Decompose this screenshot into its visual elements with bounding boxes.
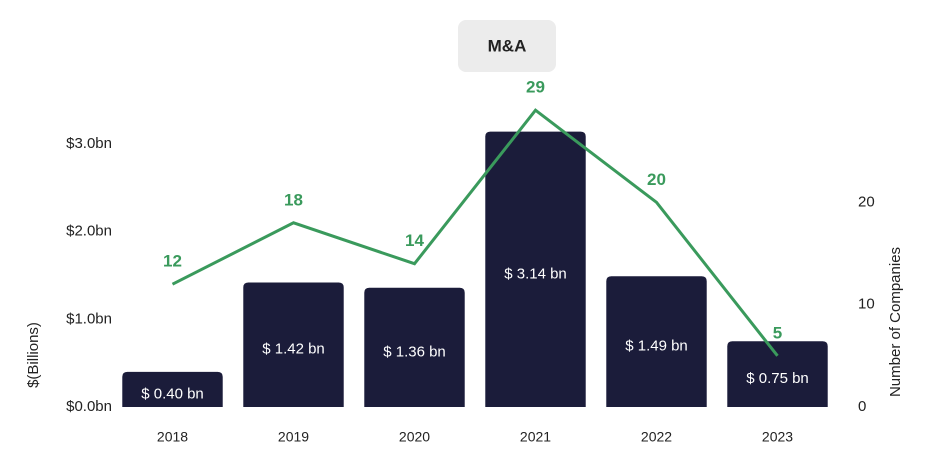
- y-tick-label: $2.0bn: [66, 223, 112, 240]
- y2-tick-label: 10: [858, 296, 875, 313]
- y-axis-label: $(Billions): [25, 322, 42, 388]
- x-tick-label: 2022: [641, 429, 672, 445]
- title-pill: [458, 20, 556, 72]
- y-tick-label: $0.0bn: [66, 398, 112, 415]
- line-value-label: 20: [647, 170, 666, 189]
- bar-value-label: $ 1.42 bn: [262, 341, 325, 358]
- bar: [122, 371, 223, 407]
- y-tick-label: $3.0bn: [66, 135, 112, 152]
- x-tick-label: 2021: [520, 429, 551, 445]
- bar: [243, 282, 344, 407]
- line: [171, 108, 779, 357]
- bar-value-label: $ 1.36 bn: [383, 343, 446, 360]
- bar-value-label: $ 1.49 bn: [625, 338, 688, 355]
- bar-value-label: $ 0.75 bn: [746, 370, 809, 387]
- y-tick-label: $1.0bn: [66, 310, 112, 327]
- y2-tick-label: 0: [858, 398, 866, 415]
- bar: [485, 131, 586, 407]
- bar-value-label: $ 0.40 bn: [141, 385, 204, 402]
- bar: [606, 276, 707, 407]
- x-tick-label: 2023: [762, 429, 793, 445]
- x-tick-label: 2020: [399, 429, 430, 445]
- bar: [727, 341, 828, 407]
- line-value-label: 5: [773, 323, 782, 342]
- line-value-label: 29: [526, 78, 545, 97]
- line-value-label: 18: [284, 190, 303, 209]
- chart-title: M&A: [488, 36, 527, 55]
- line-value-label: 14: [405, 231, 424, 250]
- bar: [364, 287, 465, 407]
- line-value-label: 12: [163, 252, 182, 271]
- y2-tick-label: 20: [858, 193, 875, 210]
- x-tick-label: 2019: [278, 429, 309, 445]
- bar-value-label: $ 3.14 bn: [504, 265, 567, 282]
- x-tick-label: 2018: [157, 429, 188, 445]
- y2-axis-label: Number of Companies: [887, 247, 904, 397]
